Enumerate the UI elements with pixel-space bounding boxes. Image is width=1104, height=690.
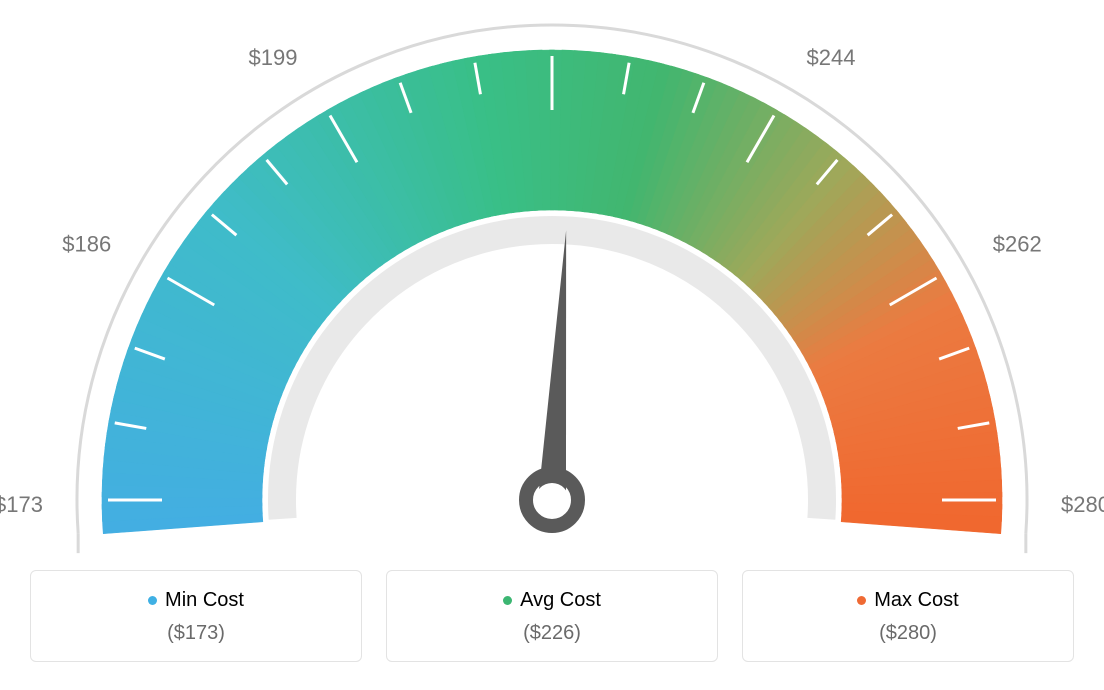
cost-gauge-widget: $173 $186 $199 $226 $244 $262 $280 Min Cost ($… <box>0 0 1104 690</box>
legend-value-min: ($173) <box>41 622 351 645</box>
dot-icon <box>148 596 157 605</box>
dot-icon <box>503 596 512 605</box>
gauge-tick-label: $186 <box>62 231 111 256</box>
gauge-chart: $173 $186 $199 $226 $244 $262 $280 <box>0 0 1104 560</box>
gauge-tick-label: $199 <box>249 45 298 70</box>
legend-label-avg: Avg Cost <box>520 589 601 612</box>
legend-label-min: Min Cost <box>165 589 244 612</box>
legend-card-min: Min Cost ($173) <box>30 570 362 662</box>
gauge-tick-label: $280 <box>1061 492 1104 517</box>
legend-card-max: Max Cost ($280) <box>742 570 1074 662</box>
legend-title-avg: Avg Cost <box>503 589 601 612</box>
legend-card-avg: Avg Cost ($226) <box>386 570 718 662</box>
legend-value-max: ($280) <box>753 622 1063 645</box>
legend-value-avg: ($226) <box>397 622 707 645</box>
legend-label-max: Max Cost <box>874 589 958 612</box>
legend-title-min: Min Cost <box>148 589 244 612</box>
gauge-needle <box>538 230 566 500</box>
gauge-tick-label: $262 <box>993 231 1042 256</box>
dot-icon <box>857 596 866 605</box>
legend-title-max: Max Cost <box>857 589 958 612</box>
gauge-tick-label: $173 <box>0 492 43 517</box>
legend-row: Min Cost ($173) Avg Cost ($226) Max Cost… <box>30 570 1074 662</box>
gauge-tick-label: $226 <box>528 0 577 2</box>
gauge-tick-label: $244 <box>807 45 856 70</box>
